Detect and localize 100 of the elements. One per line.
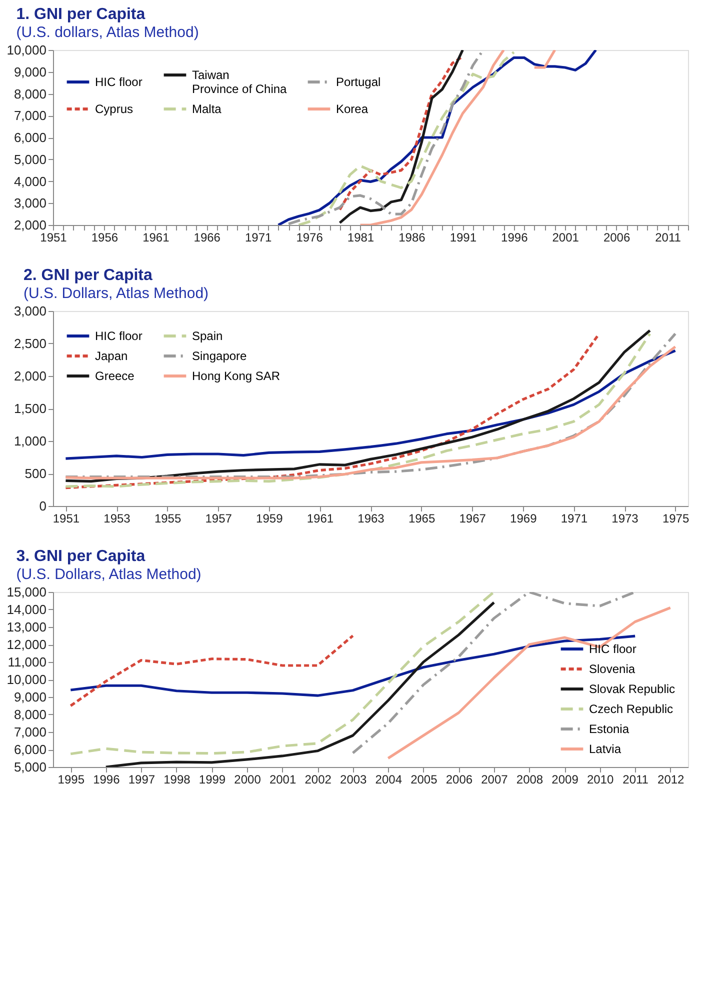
y-tick-label: 3,000 [14, 304, 46, 318]
y-tick-label: 7,000 [14, 108, 46, 124]
line-series [69, 634, 354, 708]
x-tick-label: 2001 [269, 772, 296, 786]
x-tick-label: 1971 [560, 512, 588, 526]
x-tick-label: 1969 [510, 512, 538, 526]
chart-subtitle: (U.S. dollars, Atlas Method) [16, 24, 199, 41]
y-tick-label: 5,000 [14, 152, 46, 167]
chart-subtitle: (U.S. Dollars, Atlas Method) [16, 566, 202, 583]
legend-label: Malta [192, 102, 222, 116]
x-tick-label: 1986 [398, 230, 426, 244]
x-tick-label: 2009 [552, 772, 579, 786]
x-tick-label: 1953 [104, 512, 131, 526]
x-tick-label: 1959 [256, 512, 284, 526]
legend-label: Slovenia [589, 662, 636, 676]
chart-title: 1. GNI per Capita [16, 6, 146, 23]
x-tick-label: 1967 [459, 512, 486, 526]
y-tick-label: 14,000 [6, 602, 46, 617]
chart-title: 3. GNI per Capita [16, 548, 146, 565]
legend-label: Korea [336, 102, 368, 116]
y-tick-label: 500 [24, 466, 46, 481]
y-tick-label: 8,000 [14, 86, 46, 102]
x-tick-label: 1975 [662, 512, 690, 526]
legend-label: Hong Kong SAR [192, 369, 280, 383]
y-tick-label: 6,000 [14, 742, 46, 757]
y-tick-label: 1,500 [14, 401, 46, 416]
legend-label: HIC floor [589, 642, 636, 656]
x-tick-label: 1955 [154, 512, 182, 526]
y-tick-label: 3,000 [14, 196, 46, 211]
x-tick-label: 1996 [501, 230, 528, 244]
line-series [287, 50, 484, 225]
y-tick-label: 9,000 [14, 64, 46, 80]
legend-label: Japan [95, 349, 128, 363]
x-tick-label: 1957 [205, 512, 232, 526]
x-tick-label: 1956 [91, 230, 118, 244]
x-tick-label: 2006 [446, 772, 473, 786]
legend-label: Singapore [192, 349, 248, 363]
x-tick-label: 1961 [142, 230, 170, 244]
y-tick-label: 2,500 [14, 336, 46, 351]
chart-title: 2. GNI per Capita [23, 267, 152, 284]
legend-label: Czech Republic [589, 702, 674, 716]
x-tick-label: 1981 [347, 230, 374, 244]
x-tick-label: 2002 [304, 772, 332, 786]
legend-label: Slovak Republic [589, 682, 676, 696]
x-tick-label: 1951 [52, 512, 80, 526]
x-tick-label: 1973 [612, 512, 639, 526]
y-tick-label: 8,000 [14, 707, 46, 722]
x-tick-label: 1963 [358, 512, 385, 526]
legend-label: HIC floor [95, 329, 142, 343]
legend-label: HIC floor [95, 75, 142, 89]
x-tick-label: 2000 [234, 772, 262, 786]
y-tick-label: 13,000 [6, 620, 46, 634]
x-tick-label: 1976 [296, 230, 324, 244]
x-tick-label: 1951 [40, 230, 68, 244]
y-tick-label: 0 [39, 498, 46, 514]
y-tick-label: 4,000 [14, 174, 46, 189]
y-tick-label: 2,000 [14, 218, 46, 232]
x-tick-label: 2007 [481, 772, 508, 786]
y-tick-label: 10,000 [6, 42, 46, 58]
y-tick-label: 5,000 [14, 760, 46, 774]
x-tick-label: 1965 [408, 512, 436, 526]
chart-subtitle: (U.S. Dollars, Atlas Method) [23, 285, 209, 302]
y-tick-label: 12,000 [6, 637, 46, 652]
y-tick-label: 2,000 [14, 368, 46, 384]
x-tick-label: 2008 [516, 772, 544, 786]
x-tick-label: 2011 [622, 772, 649, 786]
legend-label: Latvia [589, 742, 622, 756]
x-tick-label: 1999 [198, 772, 226, 786]
legend-label: Portugal [336, 75, 381, 89]
legend-label: Spain [192, 329, 223, 343]
y-tick-label: 6,000 [14, 130, 46, 145]
x-tick-label: 2010 [586, 772, 614, 786]
line-series [104, 601, 496, 767]
legend-label: Greece [95, 369, 135, 383]
y-tick-label: 10,000 [6, 672, 46, 687]
x-tick-label: 2003 [340, 772, 368, 786]
legend-label: Cyprus [95, 102, 134, 116]
x-tick-label: 2012 [658, 772, 685, 786]
x-tick-label: 2011 [655, 230, 682, 244]
x-tick-label: 1971 [244, 230, 272, 244]
y-tick-label: 7,000 [14, 724, 46, 740]
y-tick-label: 1,000 [14, 434, 46, 448]
x-tick-label: 2001 [552, 230, 580, 244]
x-tick-label: 1991 [450, 230, 477, 244]
x-tick-label: 1996 [93, 772, 120, 786]
x-tick-label: 2005 [410, 772, 438, 786]
y-tick-label: 15,000 [6, 584, 46, 600]
x-tick-label: 2004 [375, 772, 402, 786]
x-tick-label: 1966 [194, 230, 221, 244]
x-tick-label: 2006 [603, 230, 630, 244]
x-tick-label: 1995 [58, 772, 85, 786]
y-tick-label: 11,000 [8, 654, 46, 670]
x-tick-label: 1998 [164, 772, 191, 786]
legend-label: Taiwan Province of China [192, 68, 288, 96]
x-tick-label: 1961 [306, 512, 334, 526]
y-tick-label: 9,000 [14, 690, 46, 704]
line-series [69, 592, 496, 756]
x-tick-label: 1997 [128, 772, 156, 786]
line-series [64, 349, 677, 460]
line-series [298, 50, 516, 225]
